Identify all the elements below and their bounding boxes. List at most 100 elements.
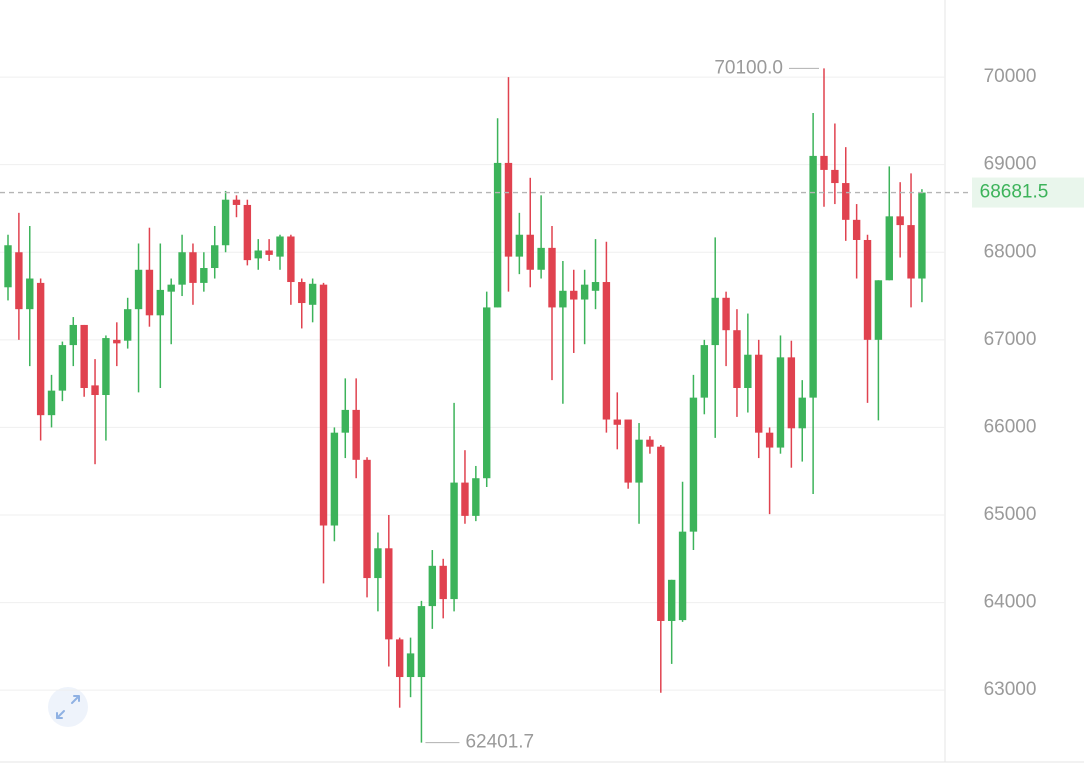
- candle-body: [896, 216, 904, 226]
- candle-body: [26, 278, 34, 310]
- candle-body: [765, 432, 774, 448]
- candle-body: [287, 236, 295, 283]
- candle-body: [537, 247, 545, 270]
- y-tick-label: 67000: [984, 329, 1037, 350]
- y-tick-label: 69000: [984, 154, 1037, 175]
- y-tick-label: 68000: [984, 241, 1037, 262]
- candle-body: [635, 439, 643, 483]
- candle-body: [113, 339, 121, 344]
- candle-body: [863, 239, 872, 340]
- candle-body: [493, 162, 502, 308]
- candle-body: [417, 606, 426, 678]
- y-tick-label: 66000: [984, 416, 1037, 437]
- candle-body: [330, 432, 339, 526]
- candle-body: [319, 284, 328, 526]
- candle-body: [406, 653, 415, 678]
- candle-body: [787, 357, 796, 429]
- candle-body: [123, 309, 132, 341]
- candle-body: [145, 269, 154, 316]
- candle-body: [167, 284, 175, 292]
- candle-body: [548, 247, 556, 308]
- last-price-label: 68681.5: [980, 182, 1049, 203]
- expand-icon[interactable]: [56, 695, 80, 719]
- candle-body: [298, 282, 306, 304]
- candle-body: [852, 219, 861, 240]
- candle-body: [483, 307, 491, 479]
- candle-body: [178, 252, 186, 285]
- candle-body: [308, 283, 317, 305]
- candle-body: [580, 284, 589, 300]
- candle-body: [472, 478, 480, 516]
- candle-body: [134, 269, 143, 310]
- candle-body: [211, 245, 219, 269]
- candle-body: [918, 192, 926, 279]
- candle-body: [69, 324, 77, 346]
- candle-body: [102, 338, 110, 396]
- candle-body: [504, 162, 513, 257]
- candle-body: [515, 234, 524, 257]
- candle-body: [646, 439, 654, 447]
- candle-body: [842, 183, 850, 220]
- candle-body: [689, 397, 698, 532]
- candle-body: [526, 234, 534, 270]
- candle-body: [156, 289, 165, 316]
- max-marker-label: 70100.0: [714, 57, 783, 78]
- candle-body: [450, 482, 458, 600]
- candle-body: [36, 282, 45, 416]
- candle-body: [733, 330, 741, 389]
- candle-body: [4, 245, 12, 288]
- candle-body: [395, 639, 404, 678]
- candle-body: [58, 345, 67, 391]
- candle-body: [15, 252, 23, 310]
- candle-body: [624, 419, 632, 483]
- candle-body: [352, 409, 360, 460]
- min-marker-label: 62401.7: [465, 732, 534, 753]
- candle-body: [755, 354, 763, 433]
- candle-body: [700, 345, 709, 398]
- candle-body: [91, 385, 99, 396]
- candle-body: [744, 354, 752, 389]
- candle-body: [341, 409, 349, 433]
- candle-body: [570, 290, 578, 300]
- candle-body: [243, 204, 252, 261]
- candle-body: [831, 169, 839, 184]
- y-tick-label: 65000: [984, 504, 1037, 525]
- candle-body: [461, 482, 469, 516]
- candle-body: [200, 268, 208, 283]
- candle-body: [385, 548, 393, 640]
- candle-body: [722, 297, 730, 331]
- candle-body: [591, 282, 600, 291]
- candle-body: [798, 397, 806, 429]
- candle-body: [363, 459, 371, 579]
- last-price-box: [972, 177, 1084, 208]
- candle-body: [265, 250, 273, 255]
- y-tick-label: 64000: [984, 592, 1037, 613]
- candle-body: [809, 155, 817, 398]
- candle-body: [276, 236, 284, 257]
- candle-body: [80, 324, 88, 389]
- candle-body: [254, 250, 262, 259]
- candle-body: [885, 216, 893, 281]
- candle-body: [820, 155, 828, 170]
- candle-body: [47, 390, 56, 416]
- candle-body: [559, 290, 567, 308]
- candle-body: [874, 280, 883, 340]
- expand-button-bg[interactable]: [48, 687, 88, 727]
- candle-body: [907, 225, 915, 279]
- candle-body: [602, 282, 611, 420]
- candle-body: [374, 548, 382, 579]
- y-tick-label: 70000: [984, 66, 1037, 87]
- candle-body: [232, 199, 241, 205]
- candle-body: [711, 297, 719, 346]
- candle-body: [439, 565, 447, 600]
- candle-body: [678, 531, 687, 621]
- candle-body: [613, 419, 621, 425]
- expand-button[interactable]: [48, 687, 88, 727]
- candle-body: [776, 357, 785, 448]
- candle-body: [428, 565, 437, 607]
- candle-body: [657, 446, 665, 621]
- candle-body: [221, 199, 230, 246]
- candle-body: [667, 579, 676, 621]
